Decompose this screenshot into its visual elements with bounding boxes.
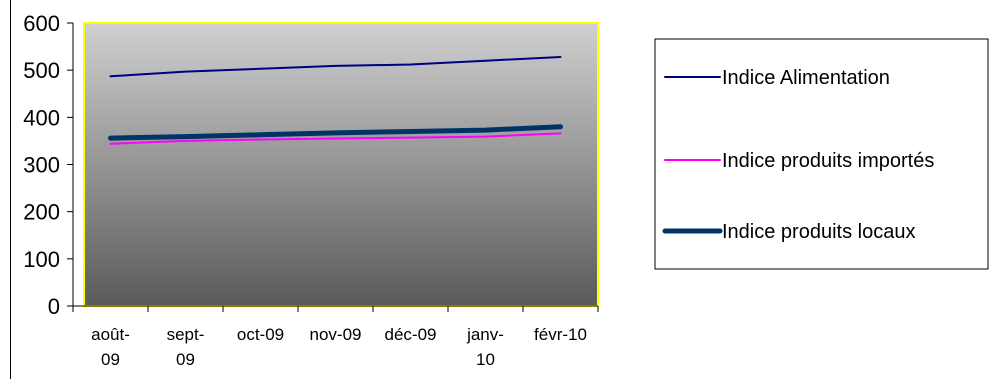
y-tick-label: 100: [23, 247, 60, 272]
legend-label-1: Indice Alimentation: [722, 67, 890, 89]
x-tick-label: 10: [476, 350, 495, 369]
x-tick-label: 09: [176, 350, 195, 369]
y-tick-label: 300: [23, 153, 60, 178]
x-tick-label: janv-: [466, 325, 504, 344]
y-axis-ticks: 0 100 200 300 400 500 600: [23, 11, 73, 319]
y-tick-label: 500: [23, 58, 60, 83]
series-lines: [108, 55, 563, 145]
y-tick-label: 0: [48, 294, 60, 319]
x-tick-label: août-: [91, 325, 130, 344]
x-tick-label: déc-09: [385, 325, 437, 344]
legend-items: Indice Alimentation Indice produits impor…: [662, 67, 934, 243]
legend-label-3: Indice produits locaux: [722, 221, 915, 243]
x-tick-label: 09: [101, 350, 120, 369]
x-tick-label: févr-10: [534, 325, 587, 344]
series-line-1: [109, 55, 562, 78]
y-tick-label: 400: [23, 105, 60, 130]
series-line-3: [108, 124, 563, 141]
x-tick-label: nov-09: [310, 325, 362, 344]
x-tick-label: oct-09: [237, 325, 284, 344]
y-tick-label: 200: [23, 200, 60, 225]
y-tick-label: 600: [23, 11, 60, 36]
legend-label-2: Indice produits importés: [722, 150, 934, 172]
x-tick-label: sept-: [167, 325, 205, 344]
series-line-2: [109, 132, 562, 145]
x-axis-ticks: août- 09 sept- 09 oct-09 nov-09 déc-09 janv- 10 f…: [72, 306, 599, 369]
